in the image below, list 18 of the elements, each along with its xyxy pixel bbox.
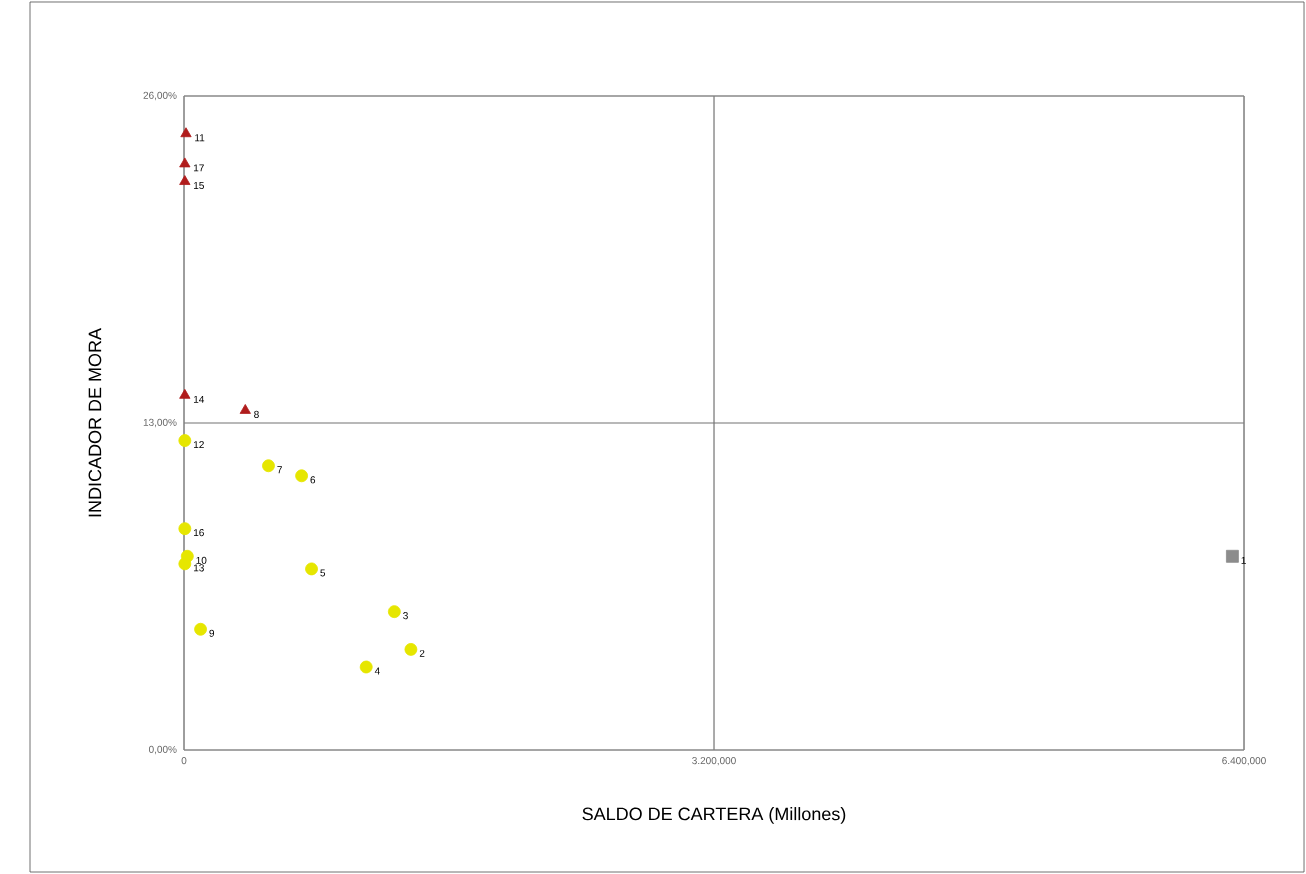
point [295, 469, 308, 483]
point [305, 562, 318, 576]
point [404, 642, 418, 656]
point [179, 157, 191, 168]
point [239, 404, 251, 414]
point [359, 660, 373, 674]
point [1226, 549, 1239, 563]
point [179, 388, 191, 399]
point [262, 459, 275, 473]
point [180, 127, 192, 138]
point [178, 434, 192, 447]
point [179, 175, 191, 185]
point [387, 605, 401, 619]
point [178, 522, 192, 536]
point [194, 622, 207, 636]
x-axis-title: SALDO DE CARTERA (Millones) [582, 807, 846, 824]
point [178, 557, 192, 571]
y-axis-title: INDICADOR DE MORA [88, 328, 102, 517]
